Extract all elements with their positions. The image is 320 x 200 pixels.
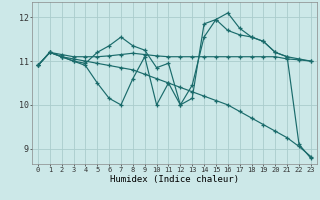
X-axis label: Humidex (Indice chaleur): Humidex (Indice chaleur) xyxy=(110,175,239,184)
